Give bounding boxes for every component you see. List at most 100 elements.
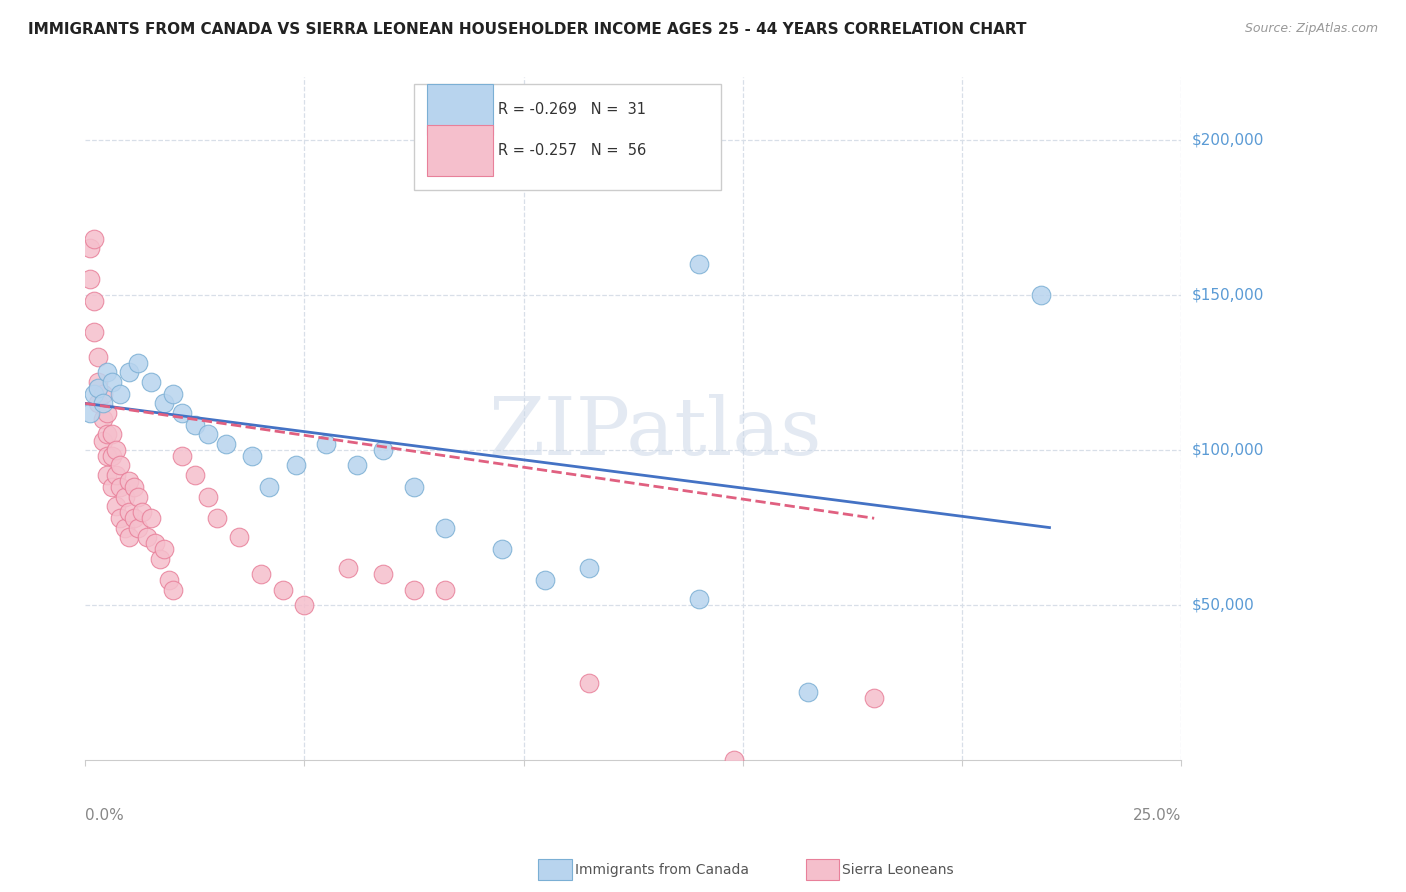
Point bbox=[87, 381, 110, 395]
Point bbox=[104, 467, 127, 482]
Text: ZIPatlas: ZIPatlas bbox=[488, 393, 821, 472]
Point bbox=[110, 511, 132, 525]
Point bbox=[83, 325, 105, 339]
Point bbox=[153, 396, 176, 410]
Text: IMMIGRANTS FROM CANADA VS SIERRA LEONEAN HOUSEHOLDER INCOME AGES 25 - 44 YEARS C: IMMIGRANTS FROM CANADA VS SIERRA LEONEAN… bbox=[28, 22, 1026, 37]
Point bbox=[153, 542, 176, 557]
Point bbox=[162, 582, 184, 597]
Point bbox=[294, 598, 316, 612]
Point bbox=[170, 406, 193, 420]
Point bbox=[118, 505, 141, 519]
Point bbox=[797, 685, 820, 699]
Point bbox=[96, 365, 118, 379]
Point bbox=[91, 396, 114, 410]
Point bbox=[249, 567, 271, 582]
Point bbox=[79, 272, 101, 286]
Point bbox=[127, 520, 149, 534]
Point bbox=[91, 434, 114, 448]
Point bbox=[87, 396, 110, 410]
Point bbox=[104, 442, 127, 457]
Point bbox=[96, 467, 118, 482]
Point bbox=[170, 449, 193, 463]
Point bbox=[271, 582, 294, 597]
Point bbox=[110, 480, 132, 494]
Point bbox=[110, 387, 132, 401]
Point bbox=[83, 232, 105, 246]
Point bbox=[100, 449, 122, 463]
Point bbox=[157, 574, 180, 588]
Text: $200,000: $200,000 bbox=[1192, 132, 1264, 147]
Point bbox=[162, 387, 184, 401]
Point bbox=[863, 691, 886, 706]
Point bbox=[118, 365, 141, 379]
Point bbox=[131, 505, 153, 519]
Point bbox=[315, 436, 337, 450]
Point bbox=[114, 520, 136, 534]
Text: 0.0%: 0.0% bbox=[86, 808, 124, 823]
FancyBboxPatch shape bbox=[427, 84, 494, 136]
Text: Immigrants from Canada: Immigrants from Canada bbox=[575, 863, 749, 877]
FancyBboxPatch shape bbox=[413, 84, 721, 190]
Point bbox=[688, 591, 710, 606]
Text: Sierra Leoneans: Sierra Leoneans bbox=[842, 863, 953, 877]
Text: R = -0.269   N =  31: R = -0.269 N = 31 bbox=[498, 103, 647, 118]
Point bbox=[100, 427, 122, 442]
Point bbox=[1029, 287, 1052, 301]
Point bbox=[91, 387, 114, 401]
Point bbox=[104, 499, 127, 513]
Point bbox=[79, 241, 101, 255]
Point bbox=[100, 375, 122, 389]
Text: 25.0%: 25.0% bbox=[1133, 808, 1181, 823]
Point bbox=[491, 542, 513, 557]
Point bbox=[228, 530, 250, 544]
Point bbox=[145, 536, 167, 550]
Point bbox=[118, 474, 141, 488]
Text: $150,000: $150,000 bbox=[1192, 287, 1264, 302]
Point bbox=[83, 387, 105, 401]
Point bbox=[96, 406, 118, 420]
Point bbox=[197, 427, 219, 442]
Point bbox=[87, 375, 110, 389]
Point bbox=[184, 467, 207, 482]
FancyBboxPatch shape bbox=[427, 125, 494, 177]
Point bbox=[578, 675, 600, 690]
Text: $50,000: $50,000 bbox=[1192, 598, 1254, 613]
Point bbox=[373, 442, 395, 457]
Point bbox=[346, 458, 368, 473]
Point bbox=[122, 511, 145, 525]
Point bbox=[578, 561, 600, 575]
Point bbox=[214, 436, 236, 450]
Point bbox=[122, 480, 145, 494]
Point bbox=[127, 356, 149, 370]
Point bbox=[284, 458, 307, 473]
Point bbox=[433, 582, 456, 597]
Point bbox=[127, 490, 149, 504]
Point bbox=[149, 551, 172, 566]
Point bbox=[688, 257, 710, 271]
Point bbox=[79, 406, 101, 420]
Point bbox=[139, 375, 162, 389]
Point bbox=[87, 350, 110, 364]
Point bbox=[723, 753, 745, 767]
Point bbox=[337, 561, 360, 575]
Point bbox=[100, 480, 122, 494]
Point bbox=[139, 511, 162, 525]
Text: $100,000: $100,000 bbox=[1192, 442, 1264, 458]
Point bbox=[96, 427, 118, 442]
Point bbox=[83, 293, 105, 308]
Point bbox=[205, 511, 228, 525]
Point bbox=[118, 530, 141, 544]
Point bbox=[135, 530, 157, 544]
Point bbox=[110, 458, 132, 473]
Point bbox=[402, 480, 425, 494]
Point bbox=[114, 490, 136, 504]
Text: Source: ZipAtlas.com: Source: ZipAtlas.com bbox=[1244, 22, 1378, 36]
Point bbox=[402, 582, 425, 597]
Point bbox=[96, 449, 118, 463]
Text: R = -0.257   N =  56: R = -0.257 N = 56 bbox=[498, 144, 647, 159]
Point bbox=[91, 412, 114, 426]
Point bbox=[534, 574, 557, 588]
Point bbox=[433, 520, 456, 534]
Point bbox=[259, 480, 281, 494]
Point bbox=[197, 490, 219, 504]
